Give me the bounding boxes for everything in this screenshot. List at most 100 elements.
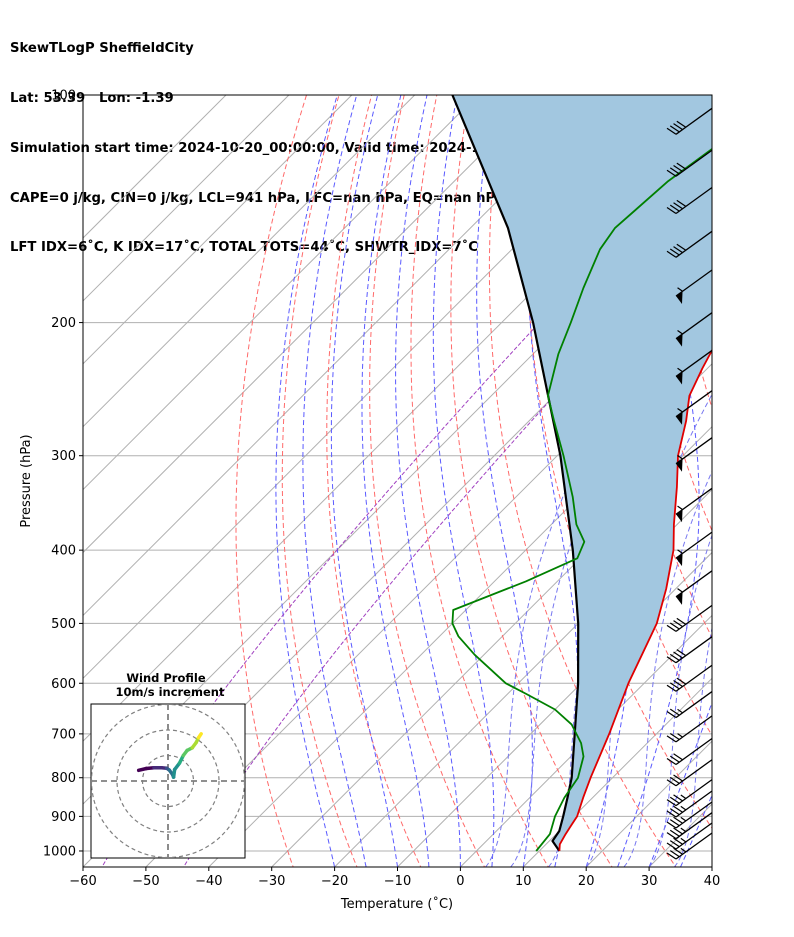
wind-barb [666,812,713,840]
moist-adiabat [361,95,430,867]
moist-adiabat [275,95,338,867]
barb-full [666,842,677,850]
barb-staff [675,779,713,807]
dry-adiabat [761,78,794,870]
x-tick-label: −30 [258,874,285,889]
wind-barb [666,186,713,214]
dry-adiabat [729,78,794,870]
moist-adiabat [711,865,712,867]
barb-half [677,505,683,511]
barb-full [669,167,680,175]
barb-half [680,847,687,853]
barb-full [666,206,677,214]
dewpoint-profile-line [451,147,712,852]
barb-full [673,805,683,813]
chart-header: SkewTLogP SheffieldCity Lat: 53.39 Lon: … [10,8,612,274]
barb-full [676,162,687,170]
barb-full [669,708,680,716]
barb-full [673,816,683,824]
isotherm-line [397,551,712,867]
barb-full [666,810,677,818]
moist-adiabat [617,95,700,867]
mixing-ratio-line [648,533,712,867]
barb-full [673,620,683,628]
barb-full [666,799,677,807]
barb-full [673,202,683,210]
dry-adiabat [326,95,422,867]
barb-full [666,684,677,692]
wind-barb [666,715,713,743]
barb-flag [676,553,683,567]
barb-staff [675,691,713,719]
barb-full [669,829,680,837]
barb-full [666,250,677,258]
barb-staff [675,738,713,766]
barb-half [680,837,687,843]
y-axis-label: Pressure (hPa) [19,434,34,527]
isotherm-line [83,95,353,365]
barb-full [666,624,677,632]
wind-barb [675,312,713,347]
barb-full [673,651,683,659]
barb-flag [676,371,683,385]
stability-line-2: LFT IDX=6˚C, K IDX=17˚C, TOTAL TOTS=44˚C… [10,240,478,256]
wind-barb [666,107,713,135]
cape-shading [452,95,712,851]
barb-full [673,847,683,855]
barb-staff [675,636,713,664]
dry-adiabat [664,95,712,410]
x-tick-label: 10 [515,874,532,889]
barb-half [677,287,683,292]
parcel-profile-line [451,95,580,852]
y-tick-label: 900 [51,810,76,825]
barb-full [673,680,683,688]
dry-adiabat [488,95,677,867]
barb-full [673,123,683,131]
wind-barb [675,487,713,523]
barb-full [676,199,687,207]
moist-adiabat [432,95,495,867]
y-tick-label: 600 [51,677,76,692]
y-tick-label: 200 [51,316,76,331]
barb-half [677,588,683,593]
wind-barb [675,390,713,425]
barb-full [669,248,680,256]
wind-barb [666,779,713,807]
barb-full [669,850,680,858]
dry-adiabat [281,95,358,867]
x-tick-label: −10 [384,874,411,889]
axes: −60 −50 −40 −30 −20 −10 0 10 20 30 40 100 200 300 400 5… [43,89,720,890]
y-tick-label: 100 [51,89,76,104]
isotherm-line [775,95,794,867]
dry-adiabat [235,95,308,867]
barb-full [673,753,683,761]
barb-half [680,805,687,811]
isotherm-line [83,95,227,239]
wind-barb [675,349,713,385]
barb-full [669,733,680,741]
isotherm-line [522,677,712,867]
barb-staff [675,531,713,559]
barb-staff [675,437,713,465]
wind-barb [666,636,713,664]
isotherm-line [83,95,541,554]
isotherm-line [83,95,290,302]
barb-full [669,755,680,763]
barb-flag [676,509,683,523]
barb-full [673,165,683,173]
barb-staff [675,107,713,135]
stability-line-1: CAPE=0 j/kg, CIN=0 j/kg, LCL=941 hPa, LF… [10,190,504,206]
x-tick-label: −40 [195,874,222,889]
barb-full [666,711,677,719]
barb-half [680,827,687,833]
dry-adiabat [450,95,613,867]
x-tick-label: −60 [69,874,96,889]
wind-barb [666,604,713,632]
x-tick-label: 20 [578,874,595,889]
wind-barb [675,269,713,304]
barb-staff [675,822,713,850]
hodograph-segment [196,732,203,740]
barb-staff [675,832,713,860]
